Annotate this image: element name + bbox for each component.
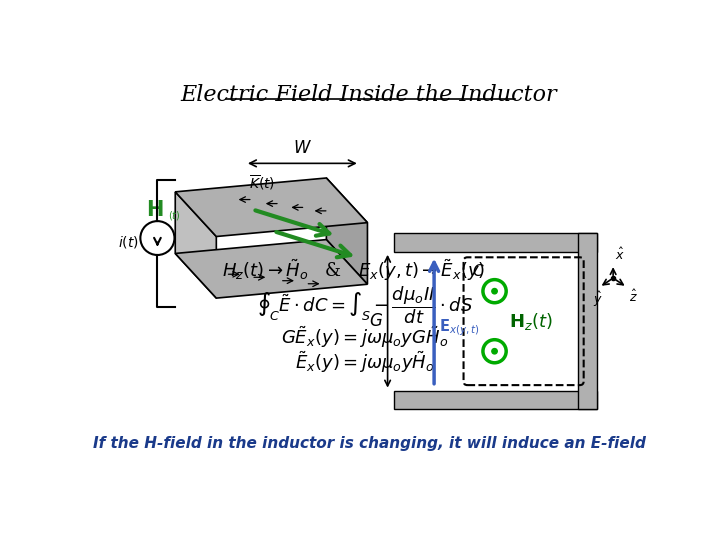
Circle shape (492, 348, 498, 354)
Text: $C$: $C$ (472, 262, 485, 279)
Polygon shape (175, 240, 367, 298)
Bar (394, 252, 578, 390)
Polygon shape (326, 178, 367, 284)
Text: If the H-field in the inductor is changing, it will induce an E-field: If the H-field in the inductor is changi… (93, 436, 645, 451)
Text: $G$: $G$ (369, 313, 383, 330)
Polygon shape (175, 192, 216, 298)
Text: $W$: $W$ (293, 140, 312, 157)
Text: Electric Field Inside the Inductor: Electric Field Inside the Inductor (181, 84, 557, 106)
Bar (394, 390, 597, 409)
Text: $\mathbf{H}$: $\mathbf{H}$ (146, 200, 163, 220)
Text: $\hat{z}$: $\hat{z}$ (629, 289, 637, 305)
Text: $\mathbf{H}_z(t)$: $\mathbf{H}_z(t)$ (510, 310, 553, 332)
Text: $_{(t)}$: $_{(t)}$ (168, 209, 180, 222)
Text: $\mathbf{E}_{x(y,t)}$: $\mathbf{E}_{x(y,t)}$ (438, 317, 480, 338)
Text: $H_z(t) \rightarrow \tilde{H}_o$   &   $E_x(y,t) \rightarrow \tilde{E}_x(y)$: $H_z(t) \rightarrow \tilde{H}_o$ & $E_x(… (222, 257, 485, 283)
Circle shape (492, 288, 498, 294)
Text: $\overline{K}(t)$: $\overline{K}(t)$ (249, 173, 275, 192)
Text: $\hat{y}$: $\hat{y}$ (593, 291, 603, 309)
Text: $\oint_{C} \tilde{E} \cdot dC = \int_{S} -\dfrac{d\mu_o II}{dt} \cdot dS$: $\oint_{C} \tilde{E} \cdot dC = \int_{S}… (257, 284, 473, 326)
Text: $i(t)$: $i(t)$ (118, 234, 139, 250)
Text: $G\tilde{E}_x(y) = j\omega\mu_o y G\tilde{H}_o$: $G\tilde{E}_x(y) = j\omega\mu_o y G\tild… (282, 325, 449, 350)
Bar (394, 233, 597, 252)
Bar (578, 233, 597, 409)
Polygon shape (175, 178, 367, 237)
Text: $\tilde{E}_x(y) = j\omega\mu_o y\tilde{H}_o$: $\tilde{E}_x(y) = j\omega\mu_o y\tilde{H… (295, 350, 435, 375)
Text: $\hat{x}$: $\hat{x}$ (616, 247, 625, 262)
